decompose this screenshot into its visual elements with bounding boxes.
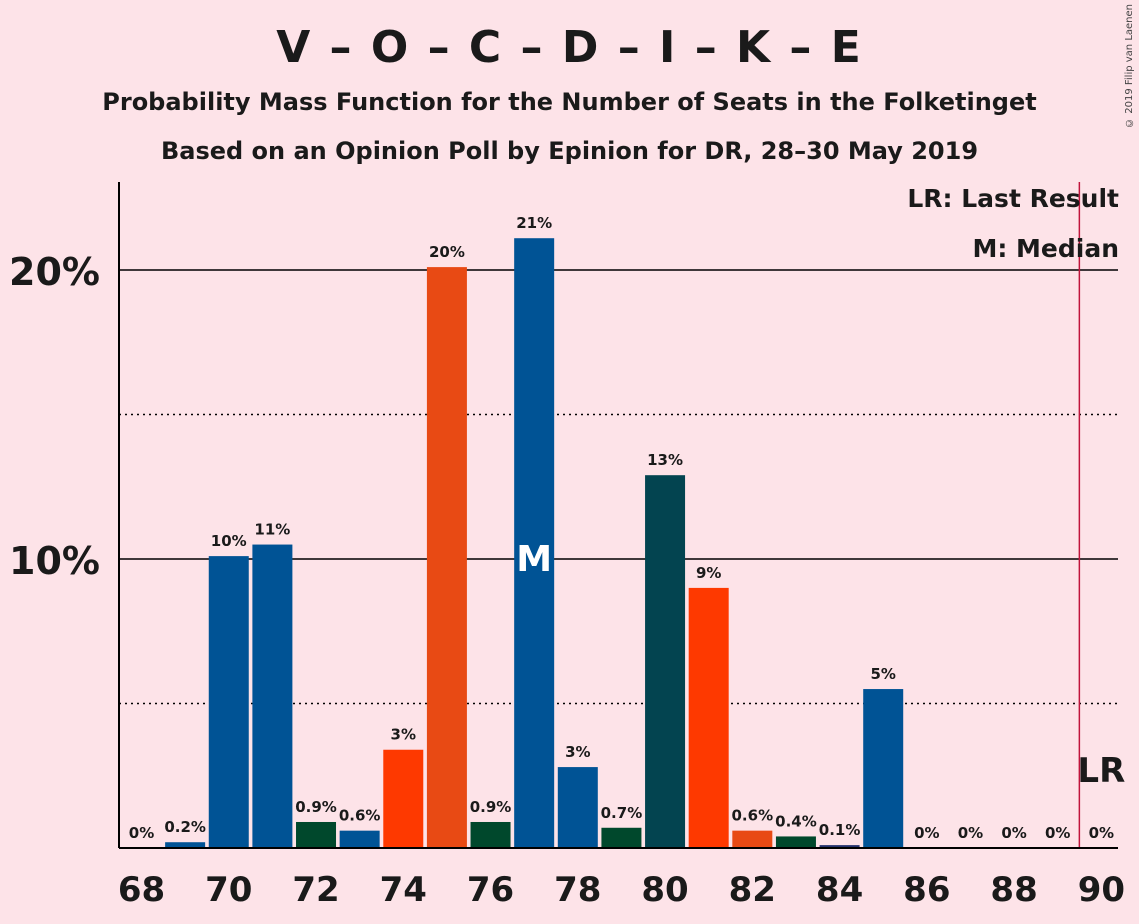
value-label-84: 0.1% bbox=[819, 821, 861, 839]
x-tick-label: 82 bbox=[729, 870, 776, 910]
value-label-82: 0.6% bbox=[732, 807, 774, 825]
chart-subtitle: Probability Mass Function for the Number… bbox=[102, 88, 1037, 116]
median-marker: M bbox=[516, 539, 552, 580]
bar-seats-69 bbox=[165, 842, 206, 848]
bar-seats-73 bbox=[339, 830, 380, 848]
value-label-70: 10% bbox=[211, 532, 247, 550]
legend-median: M: Median bbox=[972, 234, 1119, 263]
value-label-73: 0.6% bbox=[339, 807, 381, 825]
value-label-89: 0% bbox=[1045, 824, 1070, 842]
value-label-69: 0.2% bbox=[164, 818, 206, 836]
bar-seats-79 bbox=[601, 827, 642, 848]
bar-seats-81 bbox=[688, 587, 729, 848]
bar-seats-71 bbox=[252, 544, 293, 848]
x-tick-label: 68 bbox=[118, 870, 165, 910]
value-label-78: 3% bbox=[565, 743, 590, 761]
value-label-76: 0.9% bbox=[470, 798, 512, 816]
x-tick-label: 86 bbox=[903, 870, 950, 910]
bar-seats-72 bbox=[296, 821, 337, 848]
y-tick-label: 10% bbox=[9, 539, 100, 583]
value-label-77: 21% bbox=[516, 214, 552, 232]
bar-seats-78 bbox=[557, 767, 598, 848]
y-tick-label: 20% bbox=[9, 250, 100, 294]
value-label-79: 0.7% bbox=[601, 804, 643, 822]
value-label-71: 11% bbox=[254, 521, 290, 539]
value-label-85: 5% bbox=[870, 665, 895, 683]
x-tick-label: 76 bbox=[467, 870, 514, 910]
x-tick-label: 90 bbox=[1078, 870, 1125, 910]
value-label-75: 20% bbox=[429, 243, 465, 261]
x-tick-label: 74 bbox=[380, 870, 427, 910]
x-tick-label: 88 bbox=[990, 870, 1037, 910]
bar-seats-77 bbox=[514, 238, 555, 848]
x-tick-label: 80 bbox=[641, 870, 688, 910]
bar-seats-85 bbox=[863, 689, 904, 848]
bar-seats-76 bbox=[470, 821, 511, 848]
bar-seats-83 bbox=[775, 836, 816, 848]
bar-seats-84 bbox=[819, 845, 860, 848]
value-label-80: 13% bbox=[647, 451, 683, 469]
x-tick-label: 70 bbox=[205, 870, 252, 910]
chart-title: V – O – C – D – I – K – E bbox=[276, 22, 863, 73]
value-label-86: 0% bbox=[914, 824, 939, 842]
legend-last-result: LR: Last Result bbox=[907, 184, 1119, 213]
bar-seats-75 bbox=[426, 267, 467, 848]
value-label-83: 0.4% bbox=[775, 812, 817, 830]
last-result-marker: LR bbox=[1077, 751, 1125, 791]
value-label-87: 0% bbox=[958, 824, 983, 842]
x-tick-label: 72 bbox=[292, 870, 339, 910]
value-label-74: 3% bbox=[391, 726, 416, 744]
value-label-72: 0.9% bbox=[295, 798, 337, 816]
value-label-90: 0% bbox=[1089, 824, 1114, 842]
x-tick-label: 84 bbox=[816, 870, 863, 910]
bar-seats-80 bbox=[645, 475, 686, 848]
chart-source-subtitle: Based on an Opinion Poll by Epinion for … bbox=[160, 137, 979, 165]
value-label-68: 0% bbox=[129, 824, 154, 842]
value-label-88: 0% bbox=[1001, 824, 1026, 842]
bar-seats-74 bbox=[383, 749, 424, 848]
bar-seats-70 bbox=[208, 556, 249, 848]
x-tick-label: 78 bbox=[554, 870, 601, 910]
bar-seats-82 bbox=[732, 830, 773, 848]
value-label-81: 9% bbox=[696, 564, 721, 582]
